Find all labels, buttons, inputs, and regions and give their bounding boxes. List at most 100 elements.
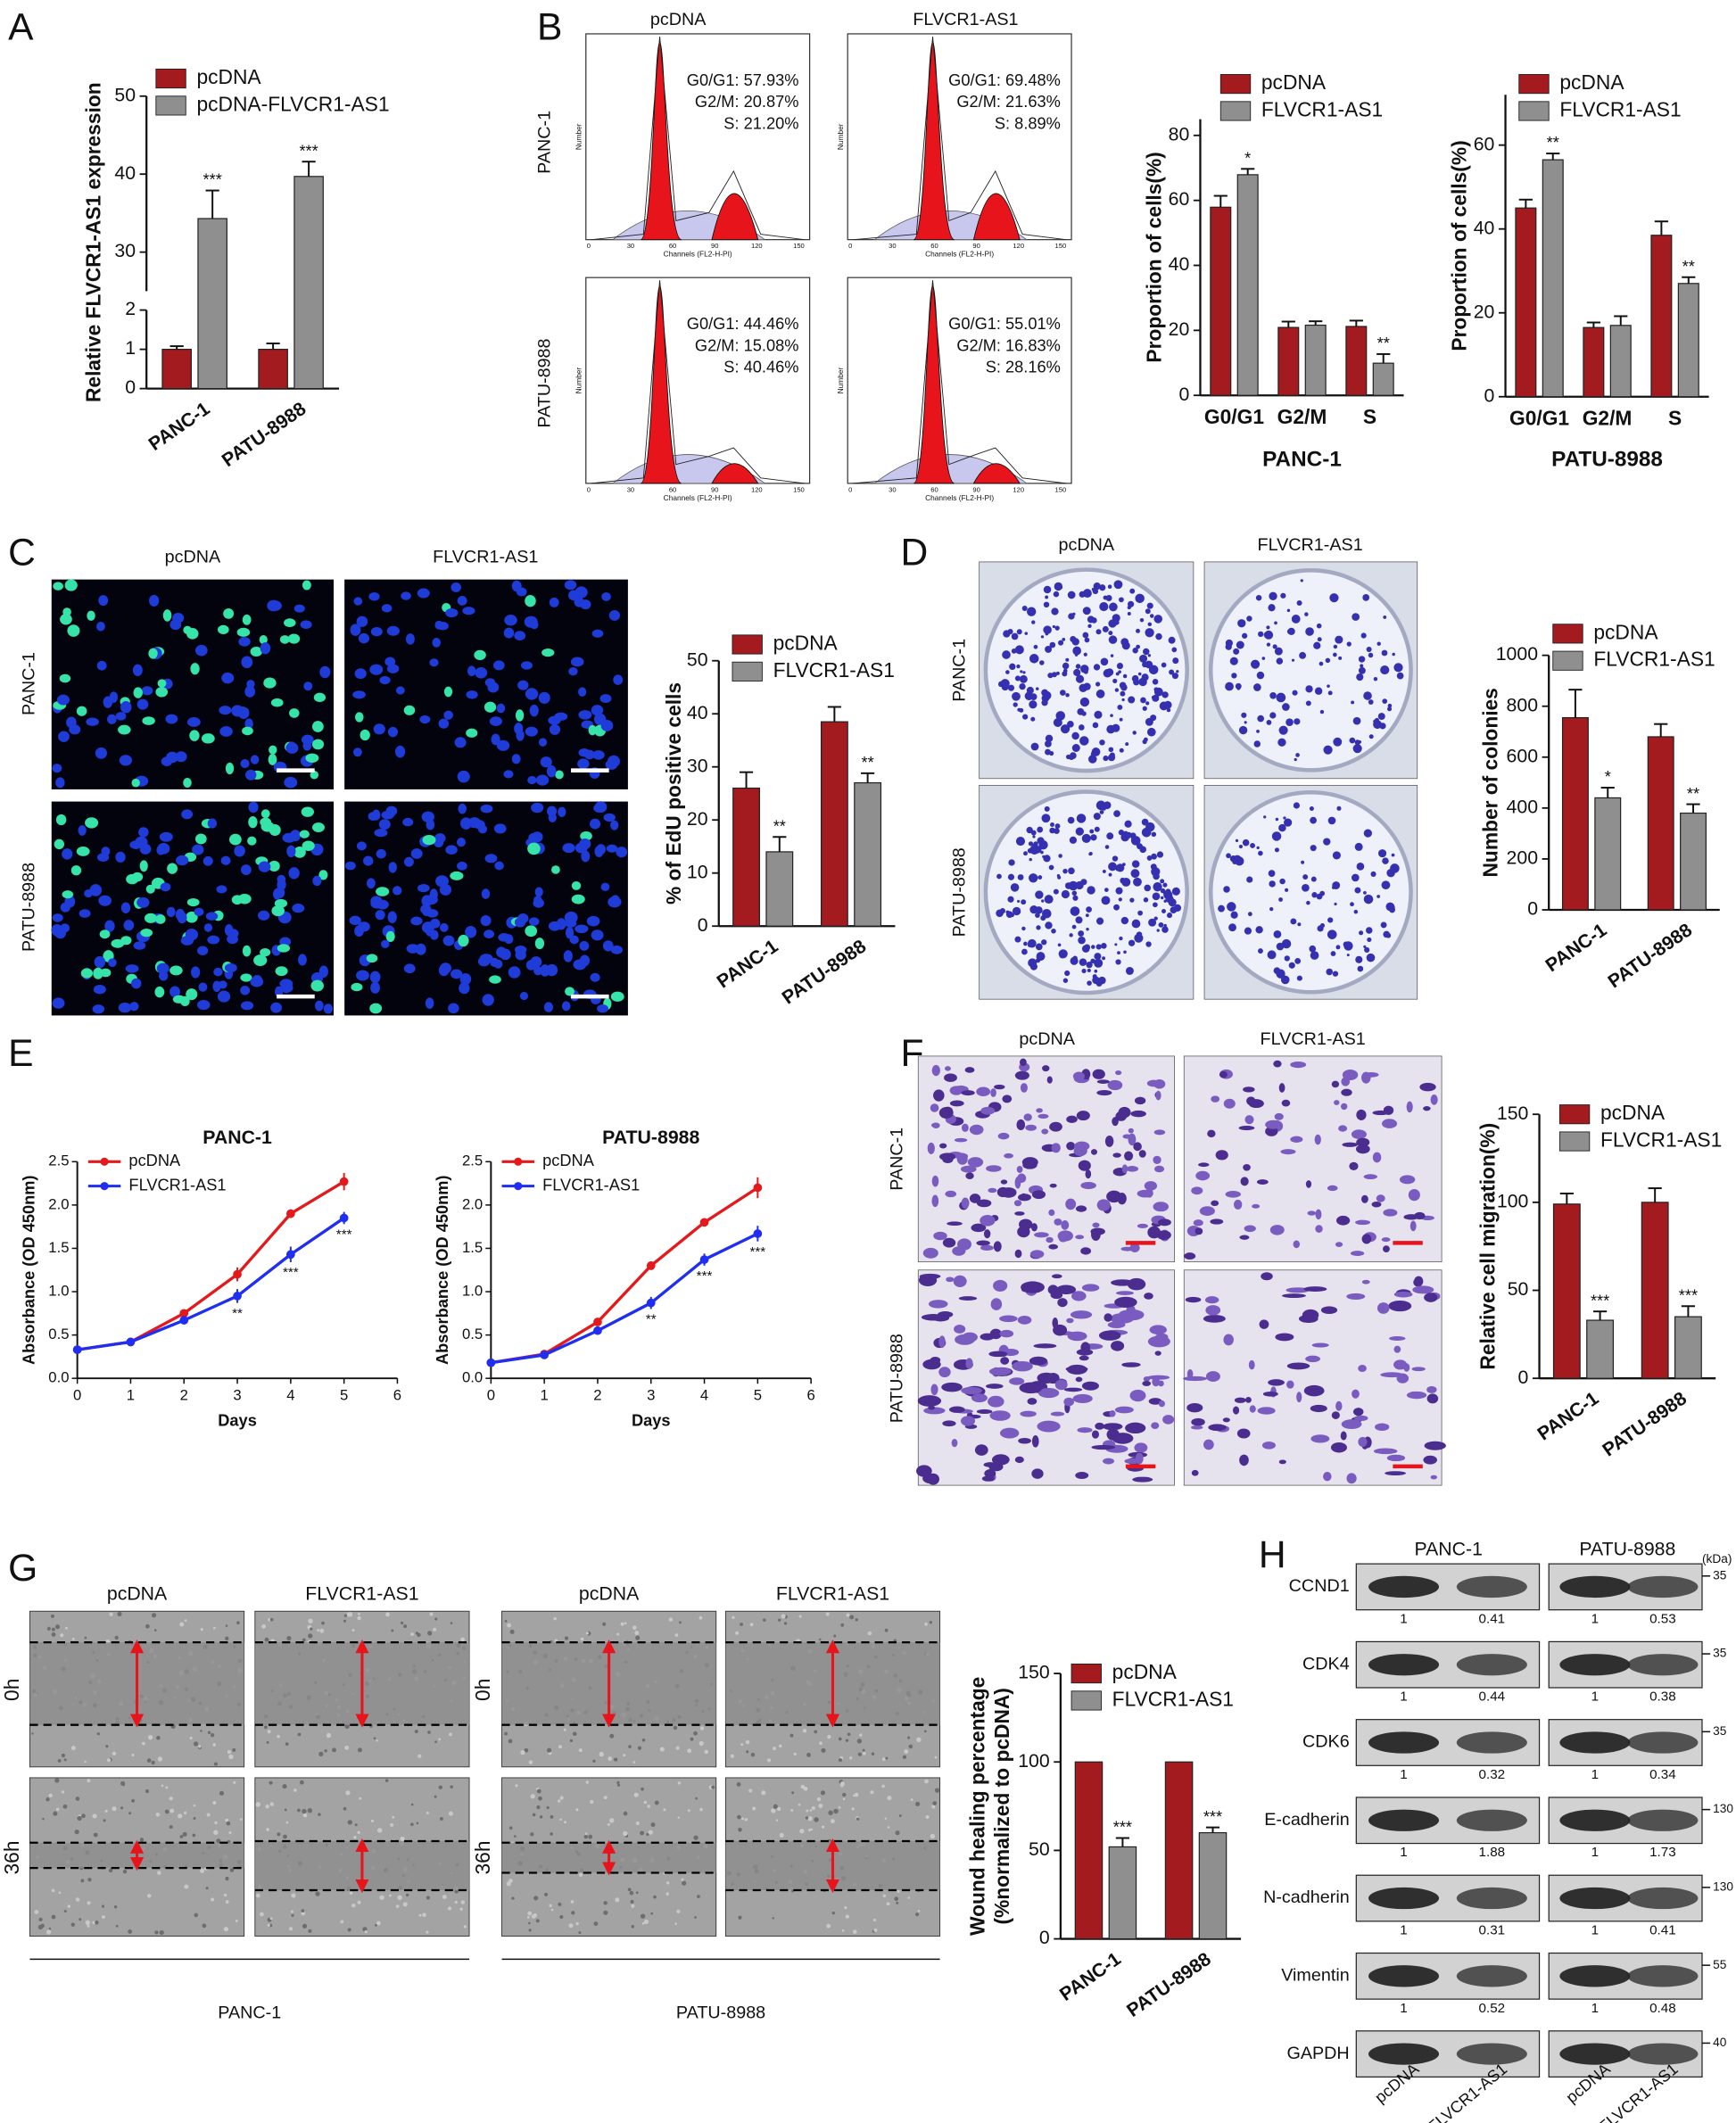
legend-label: FLVCR1-AS1 bbox=[128, 1176, 226, 1194]
cell-texture bbox=[422, 1913, 426, 1918]
blot-band bbox=[1627, 1654, 1698, 1675]
migrated-cell bbox=[1412, 1367, 1426, 1371]
nucleus bbox=[163, 609, 172, 622]
migrated-cell bbox=[1195, 1171, 1210, 1181]
colony bbox=[1161, 896, 1163, 899]
y-tick-label: 1.5 bbox=[462, 1239, 483, 1256]
error-bar bbox=[1568, 690, 1582, 717]
migrated-cell bbox=[1336, 1216, 1350, 1226]
cell-texture bbox=[738, 1916, 741, 1920]
migrated-cell bbox=[1154, 1129, 1166, 1135]
colony bbox=[1059, 949, 1068, 958]
cell-texture bbox=[699, 1616, 702, 1620]
colony bbox=[1274, 622, 1277, 625]
colony bbox=[1305, 627, 1314, 636]
colony bbox=[996, 874, 1002, 880]
cell-texture bbox=[564, 1729, 566, 1731]
cell-texture bbox=[459, 1908, 462, 1911]
legend-label: pcDNA bbox=[1559, 70, 1624, 94]
error-bar bbox=[1214, 196, 1228, 208]
cell-texture bbox=[264, 1725, 268, 1729]
cell-texture bbox=[302, 1924, 307, 1929]
band-ratio: 1 bbox=[1400, 1689, 1407, 1705]
x-tick-label: 0 bbox=[487, 1386, 495, 1403]
cell-texture bbox=[676, 1910, 680, 1913]
error-bar bbox=[1682, 277, 1695, 284]
colony bbox=[1139, 655, 1147, 663]
series-line bbox=[491, 1234, 757, 1363]
migrated-cell bbox=[1403, 1363, 1409, 1371]
colony bbox=[1123, 950, 1127, 954]
cell-texture bbox=[184, 1885, 188, 1889]
colony bbox=[1304, 612, 1308, 615]
column-title: FLVCR1-AS1 bbox=[1258, 535, 1363, 555]
colony bbox=[1054, 591, 1059, 597]
bar bbox=[1305, 326, 1326, 396]
migrated-cell bbox=[1245, 1397, 1252, 1403]
migrated-cell bbox=[1282, 1293, 1306, 1298]
nucleus bbox=[482, 888, 490, 899]
column-title: PANC-1 bbox=[1414, 1539, 1482, 1560]
cell-texture bbox=[544, 1893, 548, 1896]
migrated-cell bbox=[1000, 1330, 1014, 1338]
nucleus bbox=[57, 695, 70, 706]
nucleus bbox=[319, 666, 330, 678]
colony bbox=[1334, 903, 1336, 905]
cell-texture bbox=[581, 1638, 584, 1641]
nucleus bbox=[53, 997, 65, 1008]
colony bbox=[1150, 715, 1156, 721]
cell-texture bbox=[814, 1731, 817, 1734]
colony bbox=[1072, 744, 1080, 752]
colony bbox=[1333, 653, 1337, 657]
nucleus bbox=[421, 895, 432, 906]
nucleus bbox=[286, 846, 295, 857]
y-tick-label: 2.5 bbox=[462, 1152, 483, 1169]
legend-label: pcDNA bbox=[773, 632, 839, 655]
colony bbox=[1112, 679, 1117, 683]
colony bbox=[1124, 821, 1131, 828]
cell-texture bbox=[826, 1924, 831, 1929]
cell-texture bbox=[826, 1613, 830, 1616]
blot-band bbox=[1627, 2043, 1698, 2064]
nucleus bbox=[242, 727, 253, 736]
cell-texture bbox=[193, 1834, 196, 1838]
colony bbox=[1364, 895, 1374, 905]
cell-texture bbox=[55, 1624, 60, 1629]
colony bbox=[1114, 580, 1123, 589]
y-tick-label: 1.0 bbox=[462, 1282, 483, 1299]
colony bbox=[1069, 933, 1072, 937]
y-tick-label: 200 bbox=[1507, 847, 1538, 869]
nucleus bbox=[241, 864, 252, 875]
nucleus bbox=[167, 863, 178, 873]
migrated-cell bbox=[1234, 1200, 1242, 1210]
cell-texture bbox=[624, 1622, 627, 1624]
migrated-cell bbox=[1303, 1286, 1327, 1292]
nucleus bbox=[482, 994, 493, 1005]
cell-texture bbox=[65, 1627, 68, 1630]
colony bbox=[1278, 824, 1286, 832]
nucleus bbox=[451, 582, 461, 592]
colony bbox=[1244, 928, 1252, 935]
migrated-cell bbox=[1265, 1120, 1281, 1129]
cell-texture bbox=[558, 1903, 561, 1906]
colony bbox=[1009, 664, 1015, 670]
migrated-cell bbox=[1115, 1070, 1121, 1075]
cell-texture bbox=[578, 1931, 581, 1934]
significance-label: *** bbox=[203, 171, 222, 189]
row-title: PATU-8988 bbox=[950, 847, 970, 937]
nucleus bbox=[407, 944, 419, 954]
cell-texture bbox=[617, 1784, 620, 1787]
colony bbox=[1363, 946, 1366, 948]
migrated-cell bbox=[1279, 1459, 1286, 1464]
colony bbox=[1277, 739, 1285, 747]
panel-letter: B bbox=[537, 6, 562, 49]
nucleus bbox=[190, 663, 199, 674]
cell-texture bbox=[911, 1798, 913, 1801]
nucleus bbox=[78, 825, 86, 836]
cell-texture bbox=[201, 1628, 203, 1631]
y-tick-label: 10 bbox=[687, 861, 708, 882]
colony bbox=[1041, 699, 1047, 706]
band-ratio: 1 bbox=[1400, 1611, 1407, 1626]
cell-texture bbox=[344, 1615, 347, 1617]
colony bbox=[1301, 579, 1303, 582]
